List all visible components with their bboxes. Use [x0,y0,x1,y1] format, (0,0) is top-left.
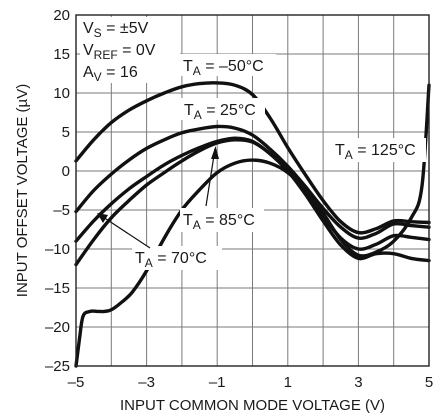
chart-curves [74,81,431,368]
condition-av: AV = 16 [83,64,138,84]
plot-frame [75,14,430,367]
series-line-minus50c [74,81,431,235]
x-tick-label: 5 [425,374,433,391]
condition-vref: VREF = 0V [83,42,156,62]
y-axis-title: INPUT OFFSET VOLTAGE (µV) [14,84,31,297]
x-axis-title: INPUT COMMON MODE VOLTAGE (V) [120,397,385,414]
series-label-85c: TA = 85°C [183,212,255,232]
x-tick-label: 1 [284,374,292,391]
y-tick-label: –20 [45,319,70,336]
y-tick-label: –10 [45,241,70,258]
series-labels: TA = –50°C TA = 25°C TA = 125°C TA = 85°… [132,54,426,270]
y-tick-label: –25 [45,358,70,375]
series-label-minus50c: TA = –50°C [183,58,264,78]
tick-labels: –5 –3 –1 1 3 5 20 15 10 5 0 –5 –10 –15 –20 –25 [45,7,433,391]
series-line-25c [74,124,431,240]
x-tick-label: 3 [354,374,362,391]
series-label-25c: TA = 25°C [184,102,256,122]
x-tick-label: –5 [68,374,85,391]
label-arrows [97,146,219,249]
x-tick-label: –1 [209,374,226,391]
y-tick-label: 10 [53,85,70,102]
y-tick-label: 20 [53,7,70,24]
series-label-125c: TA = 125°C [335,142,416,162]
y-tick-label: –15 [45,280,70,297]
series-label-70c: TA = 70°C [135,250,207,270]
arrow-70c [99,214,151,249]
conditions-box: VS = ±5V VREF = 0V AV = 16 [80,17,180,84]
x-tick-label: –3 [138,374,155,391]
arrowhead-85c [211,146,219,159]
y-tick-label: 15 [53,46,70,63]
condition-vs: VS = ±5V [83,20,149,40]
arrowhead-70c [97,213,108,223]
y-tick-label: 0 [62,163,70,180]
y-tick-label: –5 [53,202,70,219]
series-line-125c [74,83,431,368]
y-tick-label: 5 [62,124,70,141]
